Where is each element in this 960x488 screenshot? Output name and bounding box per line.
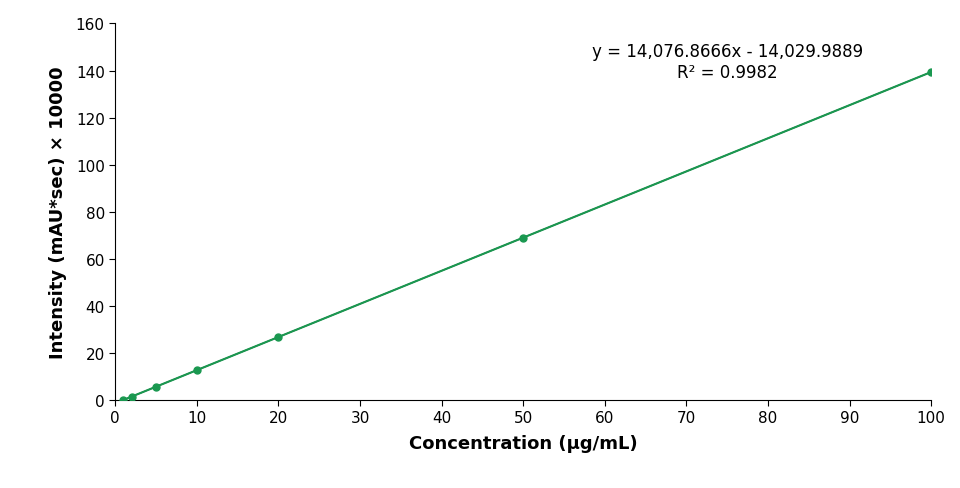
Text: y = 14,076.8666x - 14,029.9889
R² = 0.9982: y = 14,076.8666x - 14,029.9889 R² = 0.99… bbox=[591, 43, 863, 82]
X-axis label: Concentration (µg/mL): Concentration (µg/mL) bbox=[409, 434, 637, 452]
Y-axis label: Intensity (mAU*sec) × 10000: Intensity (mAU*sec) × 10000 bbox=[50, 66, 67, 358]
